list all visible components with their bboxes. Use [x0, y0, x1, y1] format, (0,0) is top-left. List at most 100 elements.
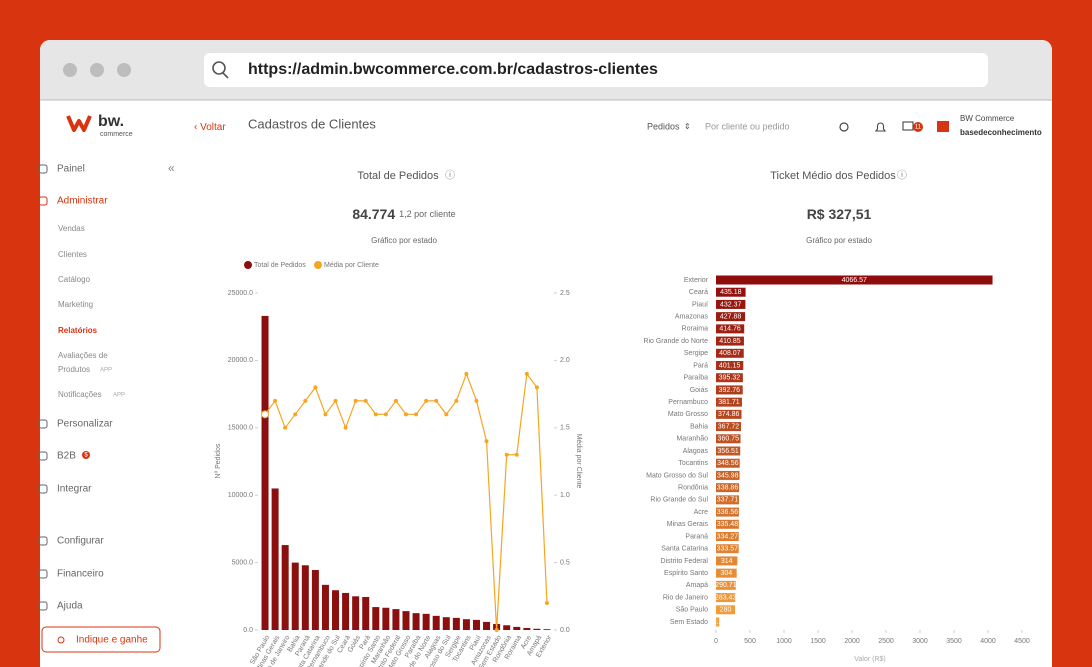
- sidebar-item[interactable]: Clientes: [58, 250, 87, 259]
- line-point: [353, 398, 358, 403]
- value-label: 401.15: [719, 362, 741, 369]
- cta-button[interactable]: [41, 626, 161, 653]
- chart-title: Total de Pedidos: [357, 170, 439, 182]
- y-tick-label: 5000.0: [232, 559, 254, 566]
- line-point: [424, 398, 429, 403]
- sidebar-item[interactable]: Avaliações de: [58, 351, 108, 360]
- y2-tick-label: 1.0: [560, 492, 570, 499]
- sidebar-item[interactable]: Personalizar: [57, 419, 113, 430]
- sidebar-item[interactable]: Configurar: [57, 536, 104, 547]
- sidebar-item[interactable]: Notificações: [58, 390, 102, 399]
- info-icon: ⓘ: [445, 170, 455, 182]
- bar: [462, 619, 470, 630]
- headline-note: 1,2 por cliente: [399, 209, 456, 219]
- url-bar[interactable]: [204, 53, 988, 87]
- bar: [301, 565, 309, 630]
- sidebar-item[interactable]: Administrar: [57, 196, 108, 207]
- y-tick-label: 15000.0: [228, 425, 253, 432]
- x-tick-label: 3500: [946, 638, 962, 645]
- y-tick-label: Paraná: [685, 533, 708, 540]
- bar: [716, 312, 746, 322]
- line-point: [313, 385, 318, 390]
- y-tick-label: Roraima: [682, 326, 709, 333]
- bar: [472, 619, 480, 630]
- x-tick-label: 0: [714, 638, 718, 645]
- sidebar-item[interactable]: Vendas: [58, 224, 85, 233]
- bar: [352, 596, 360, 630]
- y-tick-label: 25000.0: [228, 290, 253, 297]
- sidebar-item[interactable]: B2B: [57, 451, 76, 462]
- bell-icon[interactable]: [874, 122, 887, 132]
- bar: [382, 607, 390, 630]
- logo-mark: [66, 115, 92, 132]
- bar: [392, 609, 400, 630]
- bar: [432, 615, 440, 630]
- bar: [716, 434, 741, 444]
- chat-icon[interactable]: [902, 121, 914, 131]
- sidebar-item[interactable]: Painel: [57, 164, 85, 175]
- y-tick-label: Rio Grande do Norte: [643, 338, 708, 345]
- search-input[interactable]: Por cliente ou pedido: [705, 121, 790, 131]
- charts: Total de Pedidos ⓘ 84.774 1,2 por cliente Gr…: [215, 170, 1030, 667]
- value-label: 381.71: [718, 399, 740, 406]
- bar: [716, 336, 744, 346]
- y-tick-label: Maranhão: [676, 436, 708, 443]
- bar: [402, 611, 410, 630]
- headline: 84.774 1,2 por cliente: [352, 206, 455, 222]
- value-label: 410.85: [719, 338, 741, 345]
- bar: [716, 348, 744, 358]
- search-button[interactable]: [839, 122, 849, 132]
- y2-tick-label: 0.0: [560, 627, 570, 634]
- y-tick-label: Rio de Janeiro: [663, 594, 708, 601]
- value-label: 414.76: [719, 326, 741, 333]
- back-link[interactable]: ‹ Voltar: [194, 122, 226, 133]
- y-tick-label: Amapá: [686, 582, 708, 589]
- y-tick-label: Mato Grosso: [668, 411, 708, 418]
- store-icon[interactable]: [937, 121, 949, 132]
- headline-value: 84.774: [352, 206, 395, 222]
- y-tick-label: Goiás: [690, 387, 709, 394]
- value-label: 345.98: [717, 472, 739, 479]
- y2-tick-label: 2.5: [560, 290, 570, 297]
- sidebar-item[interactable]: Produtos: [58, 365, 90, 374]
- bar: [716, 422, 742, 432]
- headline-value: R$ 327,51: [807, 206, 872, 222]
- x-tick-label: 4500: [1014, 638, 1030, 645]
- window-dot[interactable]: [63, 63, 77, 77]
- x-tick-label: 1000: [776, 638, 792, 645]
- sidebar-item[interactable]: Financeiro: [57, 569, 104, 580]
- sidebar-item[interactable]: Marketing: [58, 300, 93, 309]
- value-label: 374.86: [718, 411, 740, 418]
- bar: [362, 596, 370, 630]
- bar: [422, 613, 430, 630]
- line-point: [474, 398, 479, 403]
- line-point: [444, 412, 449, 417]
- bar: [716, 593, 736, 603]
- y-tick-label: Minas Gerais: [667, 521, 709, 528]
- y-tick-label: Sem Estado: [670, 619, 708, 626]
- y-tick-label: Rio Grande do Sul: [650, 497, 708, 504]
- bar: [716, 361, 744, 370]
- y2-tick-label: 0.5: [560, 559, 570, 566]
- y-tick-label: Alagoas: [683, 448, 709, 455]
- value-label: 336.56: [717, 509, 739, 516]
- window-dot[interactable]: [117, 63, 131, 77]
- sidebar-icon: [38, 569, 48, 579]
- sidebar-item[interactable]: Integrar: [57, 484, 92, 495]
- y-tick-label: Bahia: [690, 423, 708, 430]
- sidebar-item[interactable]: Relatórios: [58, 326, 98, 335]
- value-label: 338.86: [717, 484, 739, 491]
- value-label: 314: [721, 558, 733, 565]
- x-tick-label: 4000: [980, 638, 996, 645]
- sidebar-item[interactable]: Catálogo: [58, 275, 91, 284]
- collapse-button[interactable]: «: [168, 161, 175, 175]
- logo-sub: commerce: [100, 131, 133, 138]
- value-label: 337.71: [717, 497, 739, 504]
- bar: [533, 628, 541, 630]
- bar: [716, 458, 740, 468]
- filter-select[interactable]: Pedidos: [647, 121, 680, 131]
- window-dot[interactable]: [90, 63, 104, 77]
- bar: [716, 605, 736, 615]
- value-label: 334.27: [717, 533, 739, 540]
- sidebar-item[interactable]: Ajuda: [57, 601, 83, 612]
